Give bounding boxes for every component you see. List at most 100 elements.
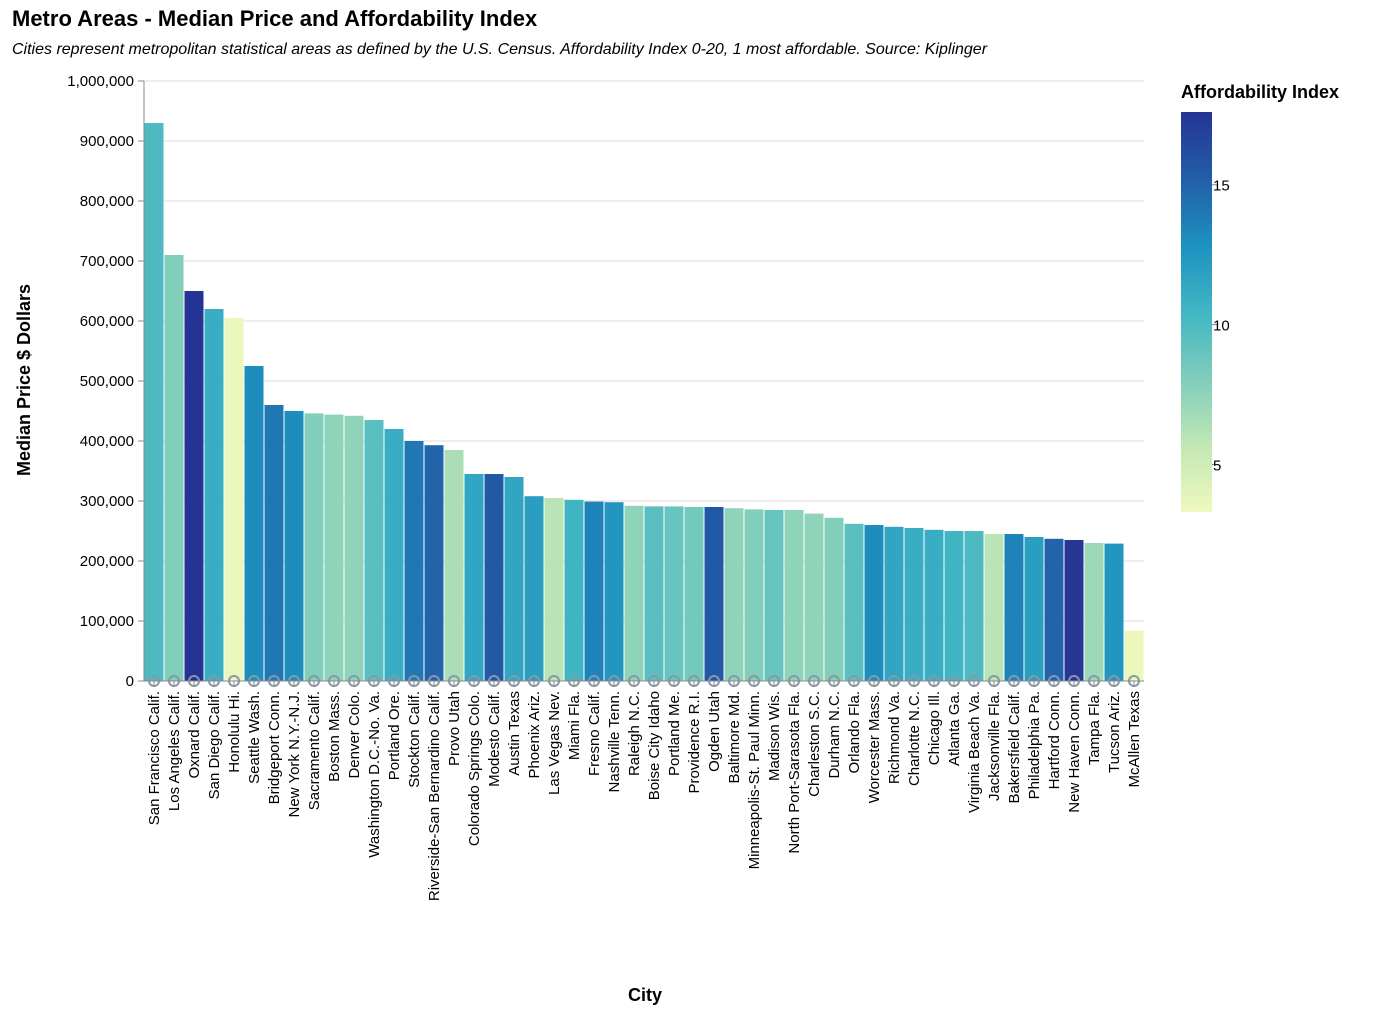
x-tick-label: Provo Utah <box>446 691 463 766</box>
x-tick-label: New York N.Y.-N.J. <box>286 691 303 817</box>
bar <box>964 531 984 681</box>
bar <box>604 502 624 681</box>
bar <box>444 450 464 681</box>
y-tick-label: 0 <box>126 673 134 690</box>
bar <box>1044 538 1064 681</box>
x-tick-label: Raleigh N.C. <box>626 691 643 776</box>
x-tick-label: Virginia Beach Va. <box>966 691 983 813</box>
chart-subtitle: Cities represent metropolitan statistica… <box>12 41 988 58</box>
x-tick-label: Atlanta Ga. <box>946 691 963 766</box>
x-tick-label: Stockton Calif. <box>406 691 423 788</box>
x-tick-label: Tampa Fla. <box>1086 691 1103 765</box>
x-tick-label: Bakersfield Calif. <box>1006 691 1023 804</box>
bar <box>264 405 284 681</box>
y-tick-label: 100,000 <box>80 613 134 630</box>
bar <box>564 499 584 681</box>
x-tick-label: Worcester Mass. <box>866 691 883 803</box>
x-tick-label: New Haven Conn. <box>1066 691 1083 813</box>
legend: Affordability Index 5 10 15 <box>1181 82 1339 512</box>
bar <box>184 291 204 681</box>
y-tick-label: 800,000 <box>80 193 134 210</box>
bar <box>164 255 184 681</box>
x-tick-label: Modesto Calif. <box>486 691 503 787</box>
bar <box>624 505 644 681</box>
bar <box>844 523 864 681</box>
x-tick-label: Denver Colo. <box>346 691 363 779</box>
x-tick-label: Fresno Calif. <box>586 691 603 776</box>
y-tick-label: 200,000 <box>80 553 134 570</box>
x-axis-title: City <box>628 985 662 1005</box>
bar <box>644 506 664 681</box>
bar <box>284 411 304 681</box>
bar <box>804 513 824 681</box>
x-tick-label: Ogden Utah <box>706 691 723 772</box>
x-tick-label: Baltimore Md. <box>726 691 743 784</box>
bar <box>584 501 604 681</box>
legend-tick-label: 15 <box>1213 178 1230 195</box>
y-tick-label: 500,000 <box>80 373 134 390</box>
y-tick-label: 400,000 <box>80 433 134 450</box>
legend-tick-label: 5 <box>1213 457 1221 474</box>
bar <box>684 507 704 681</box>
x-tick-label: Seattle Wash. <box>246 691 263 784</box>
bar <box>664 506 684 681</box>
x-tick-label: San Francisco Calif. <box>146 691 163 825</box>
bar <box>1064 540 1084 681</box>
x-tick-label: Boise City Idaho <box>646 691 663 800</box>
bar <box>224 318 244 681</box>
x-tick-label: Charlotte N.C. <box>906 691 923 786</box>
x-tick-label: San Diego Calif. <box>206 691 223 799</box>
x-tick-label: McAllen Texas <box>1126 691 1143 787</box>
x-tick-label: Los Angeles Calif. <box>166 691 183 811</box>
bar <box>324 414 344 681</box>
x-tick-label: Bridgeport Conn. <box>266 691 283 804</box>
y-tick-label: 1,000,000 <box>67 73 134 90</box>
x-tick-label: Philadelphia Pa. <box>1026 691 1043 799</box>
x-tick-label: Colorado Springs Colo. <box>466 691 483 846</box>
chart-title: Metro Areas - Median Price and Affordabi… <box>12 6 538 31</box>
bar <box>784 510 804 681</box>
x-tick-label: Honolulu Hi. <box>226 691 243 773</box>
x-tick-label: Miami Fla. <box>566 691 583 760</box>
x-tick-label: Charleston S.C. <box>806 691 823 797</box>
bar <box>504 477 524 681</box>
x-tick-label: Minneapolis-St. Paul Minn. <box>746 691 763 869</box>
y-tick-label: 700,000 <box>80 253 134 270</box>
x-tick-label: Tucson Ariz. <box>1106 691 1123 773</box>
bar <box>1024 537 1044 681</box>
x-tick-label: Richmond Va. <box>886 691 903 784</box>
bar <box>924 529 944 681</box>
bar <box>464 474 484 681</box>
x-tick-label: Madison Wis. <box>766 691 783 781</box>
bar <box>344 415 364 681</box>
x-tick-label: Orlando Fla. <box>846 691 863 774</box>
bar <box>1124 630 1144 681</box>
x-tick-label: Boston Mass. <box>326 691 343 782</box>
legend-tick-label: 10 <box>1213 318 1230 335</box>
bar <box>424 445 444 681</box>
bar <box>704 507 724 681</box>
bar <box>824 517 844 681</box>
x-tick-label: Washington D.C.-No. Va. <box>366 691 383 858</box>
bar <box>984 534 1004 681</box>
x-tick-label: Portland Me. <box>666 691 683 776</box>
bar <box>1084 543 1104 681</box>
x-tick-label: Jacksonville Fla. <box>986 691 1003 801</box>
x-tick-label: Durham N.C. <box>826 691 843 779</box>
x-tick-label: Providence R.I. <box>686 691 703 794</box>
x-tick-label: Hartford Conn. <box>1046 691 1063 789</box>
bar <box>904 528 924 681</box>
bar <box>1004 534 1024 681</box>
bar <box>544 498 564 681</box>
legend-color-ramp <box>1181 112 1212 512</box>
bar <box>884 526 904 681</box>
y-tick-label: 600,000 <box>80 313 134 330</box>
bar <box>944 531 964 681</box>
bar <box>244 366 264 681</box>
bar <box>524 496 544 681</box>
x-tick-label: Riverside-San Bernardino Calif. <box>426 691 443 901</box>
bar <box>144 123 164 681</box>
y-tick-label: 900,000 <box>80 133 134 150</box>
x-tick-label: Chicago Ill. <box>926 691 943 765</box>
